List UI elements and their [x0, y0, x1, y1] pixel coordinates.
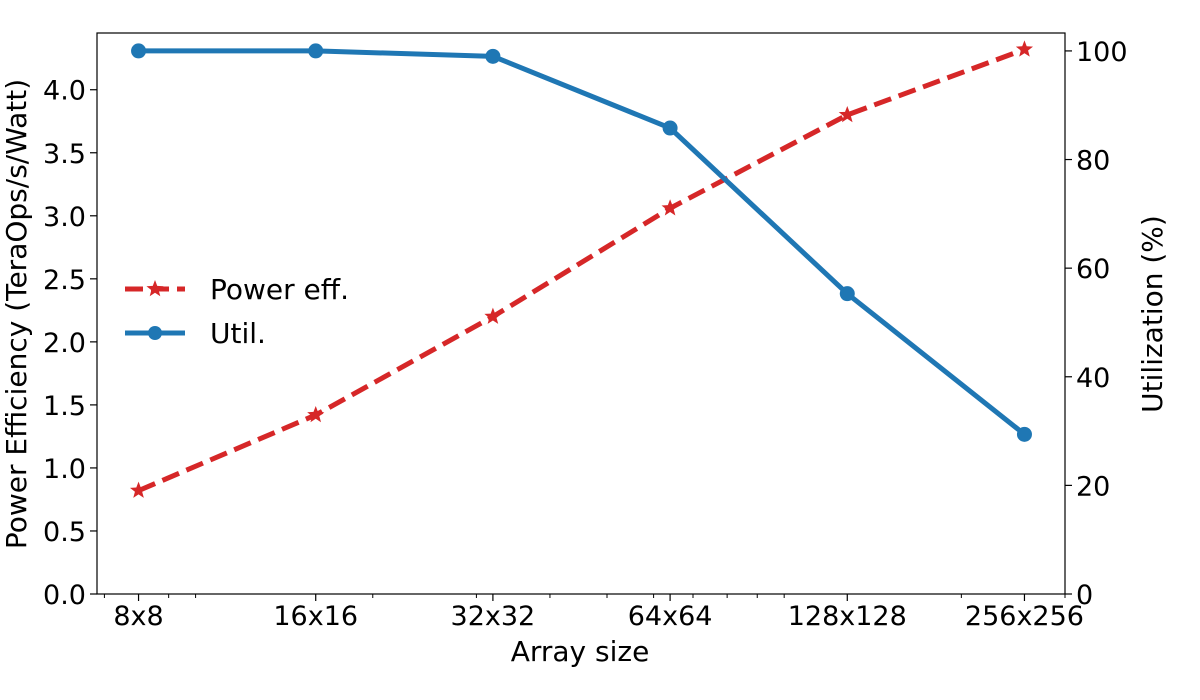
- legend-marker-util: [148, 326, 162, 340]
- x-tick-label: 64x64: [628, 601, 713, 632]
- series-line-util: [138, 48, 1027, 437]
- y-right-tick-label: 60: [1076, 254, 1110, 285]
- x-tick-label: 128x128: [788, 601, 907, 632]
- data-point-power-eff: [661, 199, 679, 216]
- y-left-tick-label: 1.0: [43, 454, 86, 485]
- data-point-util: [131, 43, 147, 59]
- data-point-util: [839, 286, 855, 302]
- data-point-power-eff: [129, 481, 148, 498]
- right-axis: 0 20 40 60 80 100: [1065, 37, 1128, 611]
- y-left-tick-label: 3.0: [43, 202, 86, 233]
- plot-border: [96, 32, 1066, 595]
- y-right-tick-label: 20: [1076, 471, 1110, 502]
- left-axis: 0.0 0.5 1.0 1.5 2.0 2.5 3.0 3.5 4.0: [43, 76, 97, 611]
- legend: Power eff. Util.: [125, 273, 349, 350]
- data-point-power-eff: [307, 405, 325, 423]
- y-axis-left-label: Power Efficiency (TeraOps/s/Watt): [0, 79, 33, 549]
- y-left-tick-label: 3.5: [43, 139, 86, 170]
- data-point-util: [308, 43, 324, 59]
- series-layer: [129, 40, 1034, 498]
- data-point-util: [1016, 426, 1032, 442]
- y-left-tick-label: 0.5: [43, 517, 86, 548]
- y-left-tick-label: 2.5: [43, 265, 86, 296]
- x-tick-label: 32x32: [451, 601, 536, 632]
- series-line-power-eff: [137, 47, 1026, 493]
- y-right-tick-label: 80: [1076, 146, 1110, 177]
- y-left-tick-label: 2.0: [43, 328, 86, 359]
- legend-label-util: Util.: [210, 317, 266, 350]
- x-tick-label: 256x256: [965, 601, 1084, 632]
- x-axis: 8x8 16x16 32x32 64x64 128x128 256x256: [103, 594, 1084, 632]
- plot-frame: [96, 32, 1066, 595]
- data-point-power-eff: [1015, 40, 1034, 57]
- data-point-util: [662, 120, 678, 136]
- data-point-power-eff: [484, 307, 502, 324]
- legend-marker-power-eff: [146, 280, 164, 297]
- y-left-tick-label: 4.0: [43, 76, 86, 107]
- y-right-tick-label: 0: [1076, 580, 1093, 611]
- y-left-tick-label: 1.5: [43, 391, 86, 422]
- x-axis-label: Array size: [511, 635, 650, 668]
- legend-label-power-eff: Power eff.: [210, 273, 349, 306]
- data-point-util: [485, 48, 501, 64]
- y-right-tick-label: 40: [1076, 363, 1110, 394]
- y-right-tick-label: 100: [1076, 37, 1128, 68]
- y-axis-right-label: Utilization (%): [1136, 215, 1169, 413]
- y-left-tick-label: 0.0: [43, 580, 86, 611]
- x-tick-label: 8x8: [113, 601, 163, 632]
- x-tick-label: 16x16: [273, 601, 358, 632]
- data-point-power-eff: [838, 105, 856, 123]
